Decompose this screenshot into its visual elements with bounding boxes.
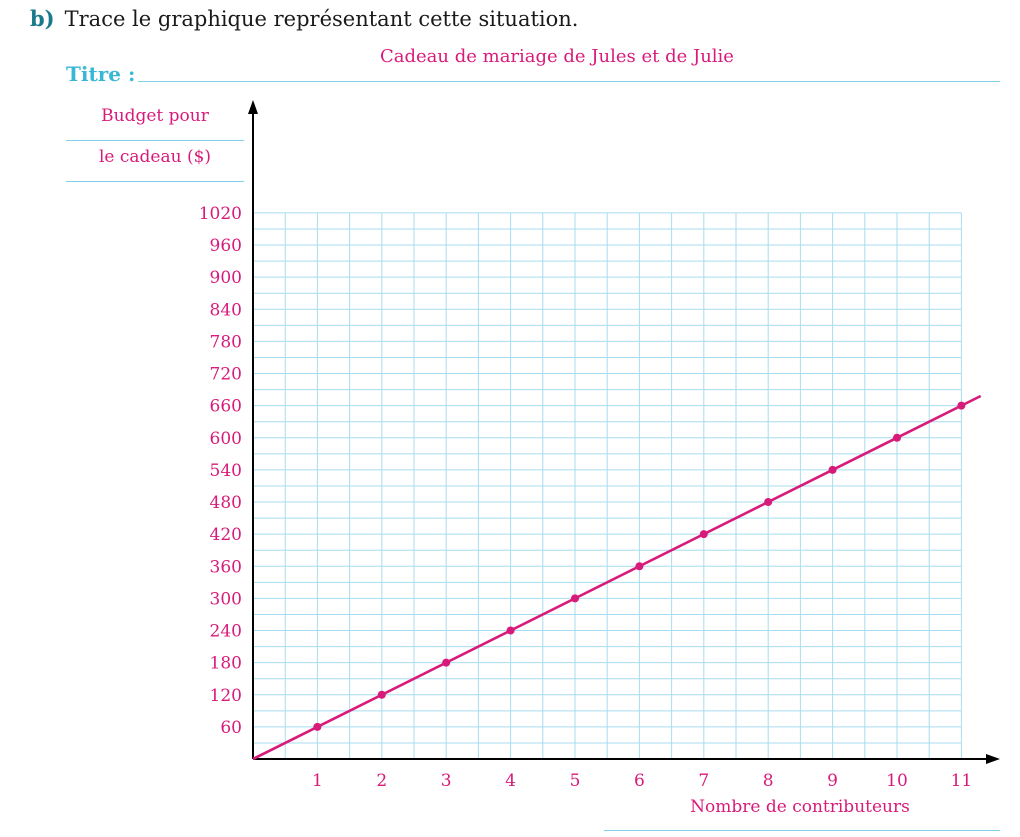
chart-title: Cadeau de mariage de Jules et de Julie [380, 46, 734, 67]
titre-answer-line [138, 81, 1000, 82]
question: b) Trace le graphique représentant cette … [30, 6, 578, 31]
data-point [635, 562, 644, 571]
y-axis-label-underline-2 [66, 181, 244, 182]
y-tick-label: 660 [210, 397, 242, 417]
y-tick-label: 480 [210, 493, 242, 513]
data-point [699, 530, 708, 539]
x-tick-label: 8 [763, 771, 774, 791]
y-tick-label: 180 [210, 654, 242, 674]
y-tick-label: 600 [210, 429, 242, 449]
y-tick-label: 120 [210, 686, 242, 706]
y-tick-label: 60 [220, 718, 242, 738]
x-tick-label: 10 [886, 771, 908, 791]
y-axis-label-underline-1 [66, 140, 244, 141]
y-tick-label: 900 [210, 268, 242, 288]
series-line [252, 394, 982, 761]
data-point [957, 401, 966, 410]
x-tick-label: 9 [827, 771, 838, 791]
data-point [506, 626, 515, 635]
y-tick-label: 1020 [199, 204, 242, 224]
data-point [442, 658, 451, 667]
question-text: Trace le graphique représentant cette si… [64, 7, 579, 31]
y-tick-label: 360 [210, 557, 242, 577]
x-axis-arrow-icon [986, 754, 1000, 764]
y-tick-label: 300 [210, 589, 242, 609]
data-point [893, 433, 901, 442]
x-tick-label: 2 [376, 771, 387, 791]
x-axis-label-underline [604, 830, 1000, 831]
x-tick-label: 1 [312, 771, 323, 791]
y-tick-label: 420 [210, 525, 242, 545]
y-tick-label: 960 [210, 236, 242, 256]
data-point [313, 722, 322, 731]
data-point [571, 594, 579, 603]
data-point [828, 465, 837, 474]
y-tick-label: 240 [210, 622, 242, 642]
x-tick-label: 3 [441, 771, 452, 791]
y-tick-label: 840 [210, 300, 242, 320]
y-axis-arrow-icon [248, 100, 258, 114]
y-axis-label-line-1: Budget pour [101, 106, 209, 126]
titre-label: Titre : [66, 62, 136, 86]
data-point [377, 690, 386, 699]
y-tick-label: 720 [210, 365, 242, 385]
x-tick-label: 11 [951, 771, 973, 791]
y-axis-label-line-2: le cadeau ($) [98, 147, 212, 167]
x-tick-label: 7 [698, 771, 709, 791]
y-tick-label: 780 [210, 332, 242, 352]
x-tick-label: 4 [505, 771, 516, 791]
x-tick-label: 6 [634, 771, 645, 791]
y-tick-label: 540 [210, 461, 242, 481]
data-point [764, 498, 773, 506]
x-tick-label: 5 [570, 771, 581, 791]
question-label: b) [30, 6, 55, 31]
x-axis-label: Nombre de contributeurs [690, 797, 910, 817]
